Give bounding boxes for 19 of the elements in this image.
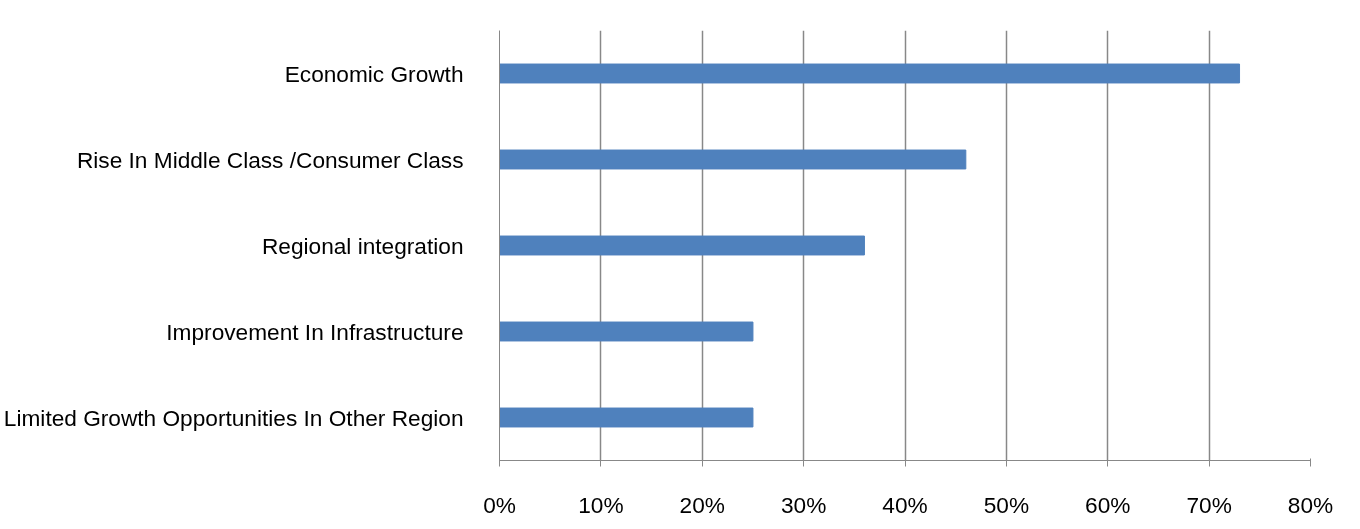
- bar: [499, 407, 754, 428]
- bar: [499, 321, 754, 342]
- x-tick-label: 40%: [882, 491, 928, 518]
- x-tick-label: 10%: [578, 491, 624, 518]
- y-tick-label: Rise In Middle Class /Consumer Class: [76, 146, 464, 173]
- bar: [499, 149, 967, 170]
- x-tick-label: 50%: [983, 491, 1030, 518]
- bar: [499, 235, 865, 256]
- y-tick-label: Regional integration: [261, 232, 464, 259]
- x-tick-label: 80%: [1287, 491, 1334, 518]
- y-tick-label: Improvement In Infrastructure: [166, 318, 464, 345]
- y-tick-label: Economic Growth: [284, 60, 464, 87]
- x-tick-label: 60%: [1085, 491, 1131, 518]
- x-tick-label: 0%: [483, 491, 516, 518]
- y-tick-label: Limited Growth Opportunities In Other Region: [3, 404, 464, 431]
- x-tick-label: 70%: [1186, 491, 1232, 518]
- x-tick-label: 30%: [780, 491, 827, 518]
- bar: [499, 63, 1241, 84]
- x-tick-label: 20%: [679, 491, 725, 518]
